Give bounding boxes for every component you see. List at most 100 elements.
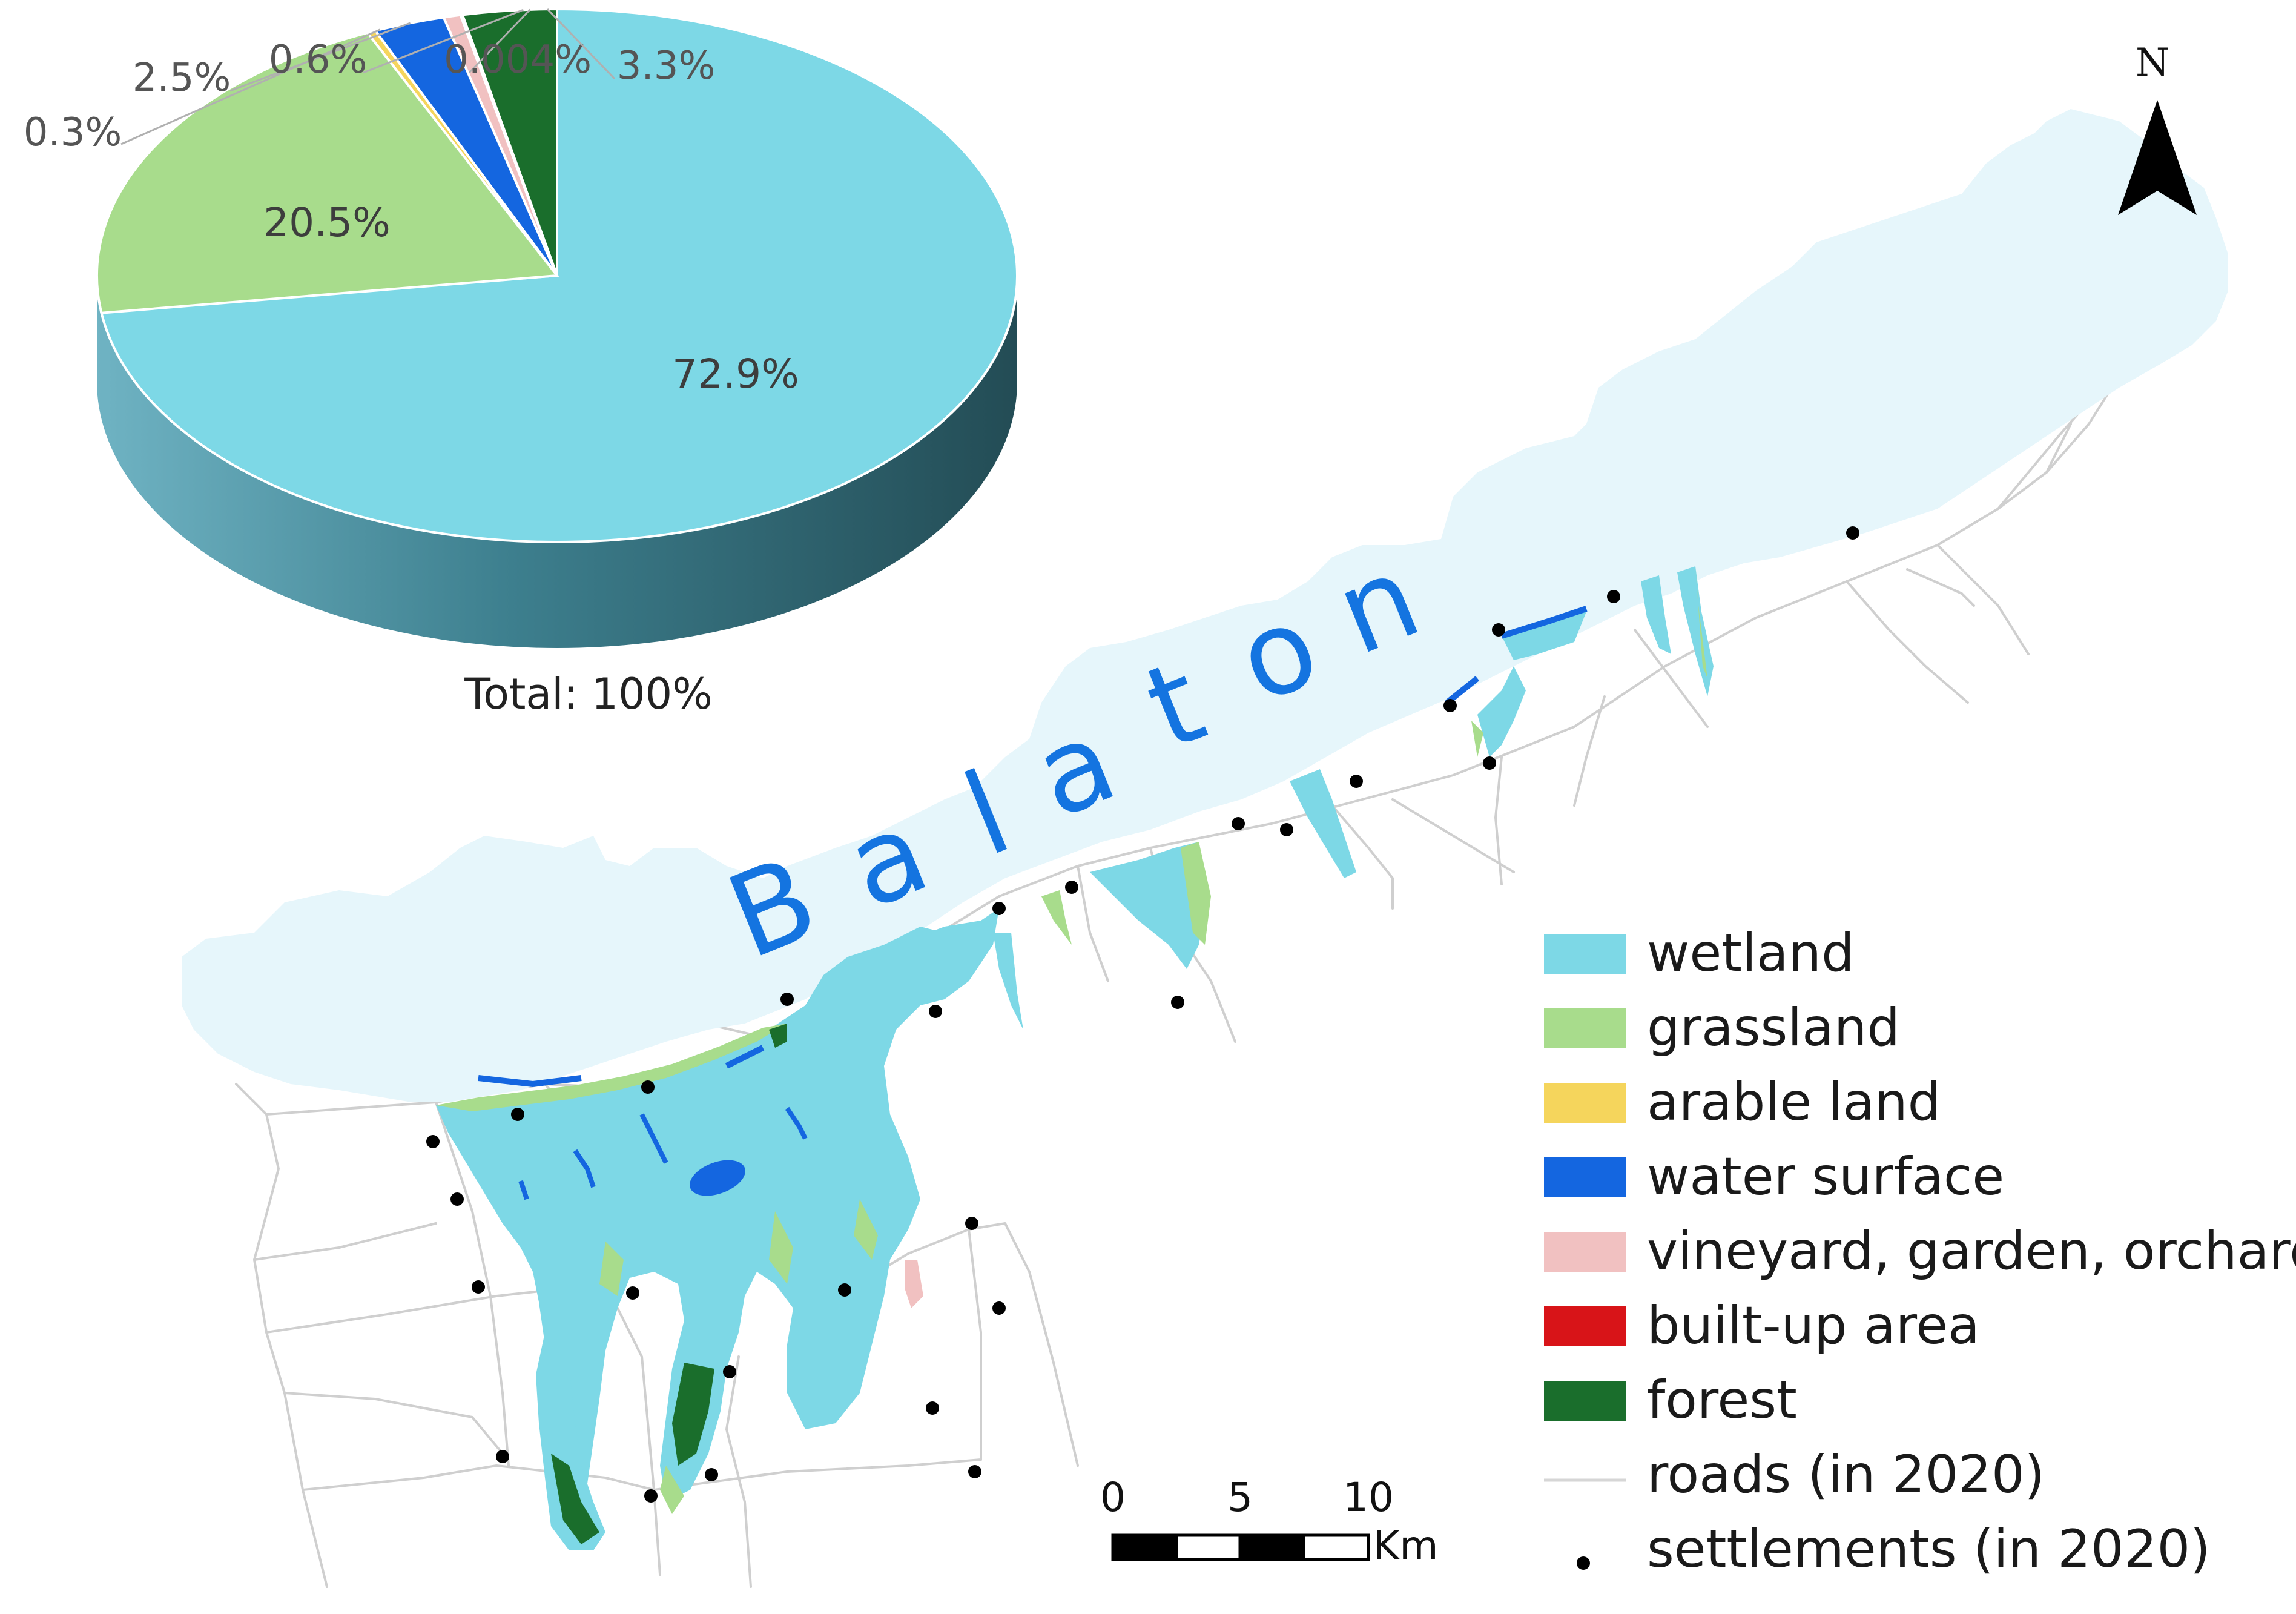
pie-data-label: 20.5% (263, 199, 391, 246)
road (1634, 629, 1709, 728)
settlement-dot (723, 1365, 736, 1378)
legend-label: built-up area (1647, 1295, 1980, 1356)
legend-swatch (1544, 1232, 1626, 1272)
road (846, 1222, 1079, 1467)
scale-segment (1111, 1533, 1178, 1561)
road (653, 1458, 982, 1491)
forest-area (672, 1363, 714, 1466)
settlement-dot (1171, 996, 1184, 1009)
road (1210, 726, 1575, 837)
water-body (690, 1160, 745, 1196)
grassland-area (436, 1024, 787, 1111)
legend-label: arable land (1647, 1072, 1941, 1133)
legend-swatch (1577, 1556, 1590, 1570)
grassland-area (1471, 721, 1483, 757)
legend-swatch (1544, 1157, 1626, 1197)
wetland-area (1290, 769, 1356, 878)
road (235, 1083, 328, 1588)
pie-total-label: Total: 100% (464, 669, 712, 719)
vineyard-area (905, 1260, 923, 1308)
pie-data-label: 0.004% (444, 38, 592, 82)
pie-side-wall (97, 276, 1017, 648)
pie-leader-line (547, 8, 616, 80)
scale-segment (1238, 1533, 1305, 1561)
water-body (1500, 606, 1588, 639)
settlement-dot (472, 1280, 485, 1294)
road (302, 1464, 655, 1491)
north-arrow: N (2118, 41, 2197, 215)
settlement-dot (450, 1192, 464, 1206)
road (283, 1392, 504, 1455)
legend: wetland grassland arable land water surface… (1544, 923, 2296, 1579)
road (1573, 423, 2072, 728)
settlement-dot (992, 902, 1006, 915)
wetland-area (1090, 842, 1205, 969)
wetland-area (1641, 575, 1671, 654)
settlement-dot (644, 1489, 658, 1503)
scale-segment (1302, 1533, 1370, 1561)
road (1077, 865, 1109, 982)
grassland-area (660, 1466, 684, 1514)
wetland-area (1677, 566, 1714, 696)
settlement-dot (1065, 881, 1078, 894)
settlement-dot (1350, 775, 1363, 788)
road (253, 1222, 437, 1261)
pie-slices (96, 7, 1018, 543)
scale-label-5: 5 (1227, 1474, 1253, 1521)
settlement-dot (705, 1468, 718, 1481)
pie-data-label: 0.3% (24, 110, 122, 155)
water-body (478, 1075, 582, 1088)
settlement-dot (1483, 756, 1496, 770)
wetland-area (1477, 666, 1526, 757)
scale-label-0: 0 (1100, 1474, 1126, 1521)
road (1573, 695, 1606, 807)
wetland-area (536, 1332, 605, 1550)
forest-area (769, 1024, 787, 1048)
pie-leader-line (468, 8, 531, 74)
legend-label: water surface (1647, 1146, 2004, 1207)
water-body (518, 1180, 529, 1200)
settlement-dot (780, 993, 794, 1006)
water-body (639, 1113, 668, 1164)
forest-area (551, 1454, 599, 1544)
settlement-dot (1492, 623, 1505, 637)
settlements-layer (426, 526, 1859, 1503)
grassland-area (769, 1211, 793, 1284)
road (604, 1283, 661, 1576)
pie-data-label: 3.3% (617, 44, 716, 88)
settlement-dot (838, 1283, 851, 1297)
scale-label-10: 10 (1343, 1474, 1394, 1521)
pie-labels: 72.9% 20.5% 0.3%2.5% 0.6% 0.004% 3.3% (24, 8, 799, 397)
legend-swatch (1544, 1306, 1626, 1346)
pie-data-label: 72.9% (672, 351, 799, 397)
pie-slice (96, 31, 559, 314)
wetland-area (896, 908, 999, 999)
legend-label: grassland (1647, 997, 1900, 1058)
water-body (1445, 676, 1480, 705)
settlement-dot (1232, 817, 1245, 830)
grassland-area (599, 1242, 624, 1296)
scale-unit: Km (1373, 1523, 1439, 1569)
settlement-dot (926, 1401, 939, 1415)
settlement-dot (1443, 699, 1457, 712)
lake-balaton (182, 109, 2228, 1102)
pie-3d-side (97, 276, 1017, 648)
settlement-dot (1280, 823, 1293, 836)
legend-swatch (1544, 1381, 1626, 1421)
water-body (573, 1149, 596, 1188)
wetland-area (436, 927, 981, 1520)
pie-chart: 72.9% 20.5% 0.3%2.5% 0.6% 0.004% 3.3% Total: … (24, 7, 1018, 719)
road (968, 1228, 982, 1461)
settlement-dot (626, 1286, 639, 1300)
settlement-dot (1607, 590, 1620, 603)
legend-swatch (1544, 934, 1626, 974)
legend-label: settlements (in 2020) (1647, 1519, 2211, 1579)
settlement-dot (965, 1217, 978, 1230)
water-body (725, 1045, 765, 1069)
scale-bar: 0 5 10 Km (1100, 1474, 1439, 1569)
legend-label: forest (1647, 1370, 1797, 1430)
water-body (785, 1106, 808, 1140)
